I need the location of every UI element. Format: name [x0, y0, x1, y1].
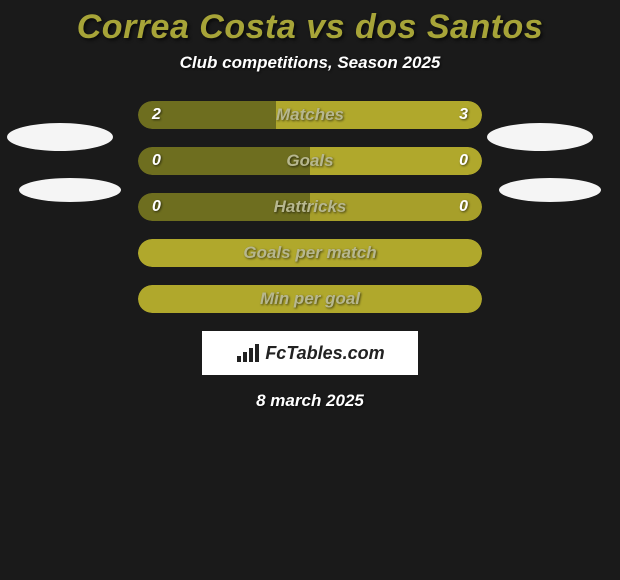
- bar-value-left: 2: [152, 101, 161, 129]
- bar-label: Hattricks: [138, 193, 482, 221]
- bar-value-left: 0: [152, 147, 161, 175]
- bar-label: Goals: [138, 147, 482, 175]
- stat-bar: Hattricks0 0: [138, 193, 482, 221]
- bar-label: Min per goal: [138, 285, 482, 313]
- stat-bars: Matches23Goals00Hattricks00Goals per mat…: [0, 101, 620, 313]
- stat-bar: Matches2 3: [138, 101, 482, 129]
- bar-value-right: 0: [459, 147, 468, 175]
- bar-label: Matches: [138, 101, 482, 129]
- stat-bar: Goals per match: [138, 239, 482, 267]
- bars-icon: [235, 342, 261, 364]
- bar-value-left: 0: [152, 193, 161, 221]
- bar-label: Goals per match: [138, 239, 482, 267]
- bar-value-right: 0: [459, 193, 468, 221]
- logo-inner: FcTables.com: [235, 342, 384, 364]
- footer-date: 8 march 2025: [0, 391, 620, 411]
- comparison-infographic: Correa Costa vs dos Santos Club competit…: [0, 0, 620, 580]
- stat-bar: Goals0 0: [138, 147, 482, 175]
- page-title: Correa Costa vs dos Santos: [0, 0, 620, 47]
- stat-bar: Min per goal: [138, 285, 482, 313]
- page-subtitle: Club competitions, Season 2025: [0, 53, 620, 73]
- source-logo: FcTables.com: [202, 331, 418, 375]
- bar-value-right: 3: [459, 101, 468, 129]
- logo-text: FcTables.com: [265, 343, 384, 364]
